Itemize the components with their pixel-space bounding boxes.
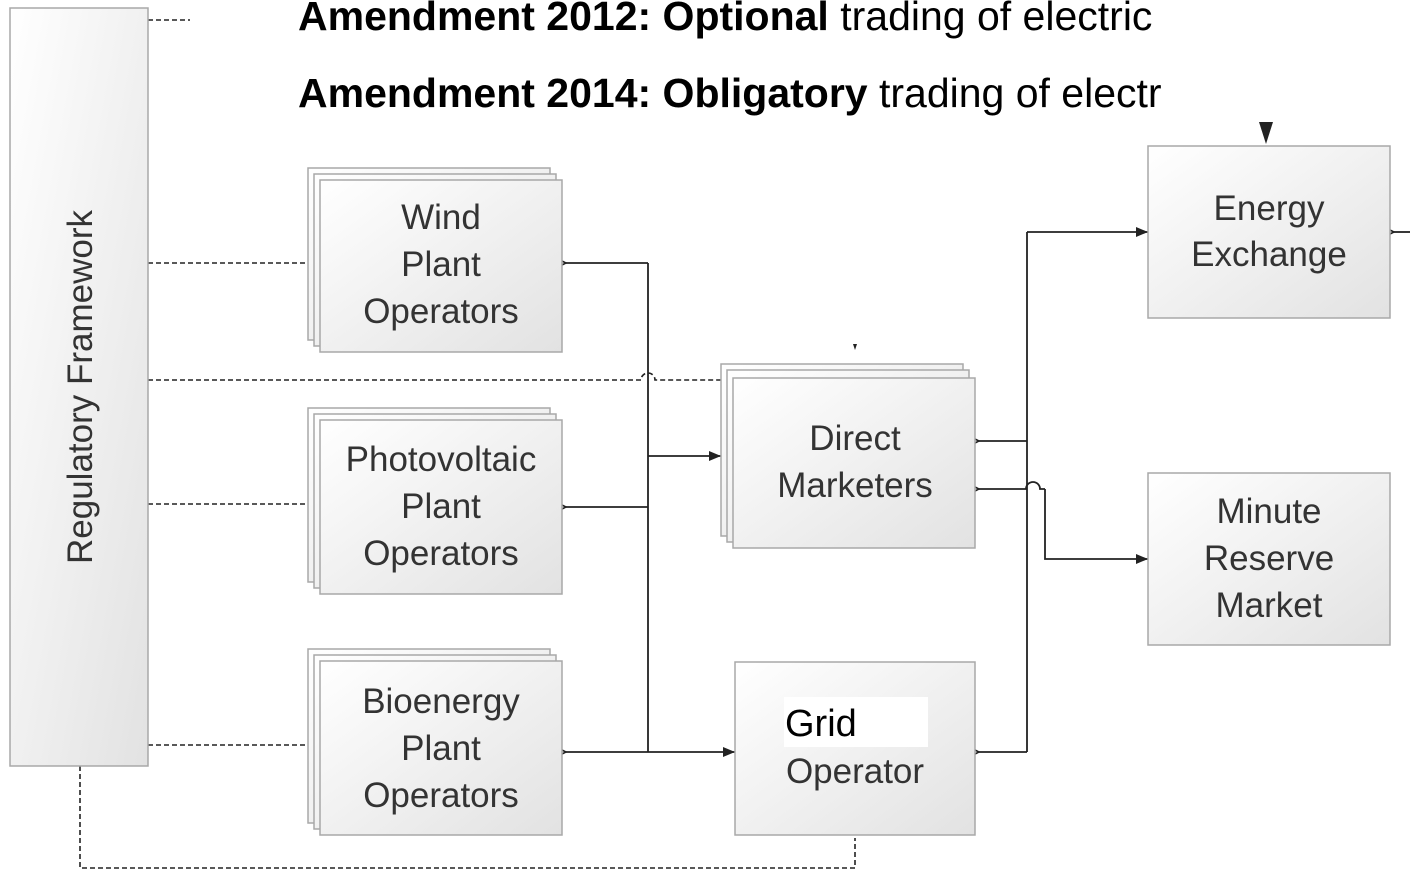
- node-label: Energy: [1214, 189, 1325, 228]
- bio-node: Bioenergy Plant Operators: [307, 648, 563, 836]
- node-label: Minute: [1216, 492, 1321, 531]
- node-label: Wind: [401, 198, 481, 237]
- node-label: Plant: [401, 729, 481, 768]
- annotation-bold: Amendment 2014: Obligatory: [298, 70, 868, 116]
- annotation-text: trading of electr: [868, 70, 1162, 116]
- node-label: Plant: [401, 245, 481, 284]
- minute-reserve-node: Minute Reserve Market: [1147, 472, 1391, 646]
- node-label: Plant: [401, 487, 481, 526]
- regulatory-framework-box: [9, 7, 149, 767]
- pv-node: Photovoltaic Plant Operators: [307, 407, 563, 595]
- annotation: Amendment 2014: Obligatory trading of el…: [298, 70, 1162, 116]
- node-label: Operators: [363, 776, 519, 815]
- grid-operator-node: Grid Operator: [734, 661, 976, 836]
- annotation-bold: Amendment 2012: Optional: [298, 0, 829, 39]
- node-label: Marketers: [777, 466, 933, 505]
- energy-exchange-node: Energy Exchange: [1147, 145, 1391, 319]
- node-label: Direct: [809, 419, 901, 458]
- node-label: Exchange: [1191, 235, 1347, 274]
- node-label: Operators: [363, 292, 519, 331]
- node-label: Operator: [786, 752, 924, 791]
- direct-marketers-node: Direct Marketers: [720, 363, 976, 549]
- node-label: Reserve: [1204, 539, 1334, 578]
- regulatory-links: [79, 19, 856, 869]
- wind-node: Wind Plant Operators: [307, 167, 563, 353]
- node-label: Bioenergy: [362, 682, 520, 721]
- connections: [566, 122, 1410, 752]
- node-label: Operators: [363, 534, 519, 573]
- regulatory-framework-label: Regulatory Framework: [61, 210, 100, 564]
- node-label: Photovoltaic: [346, 440, 537, 479]
- annotation: Amendment 2012: Optional trading of elec…: [298, 0, 1152, 39]
- annotation-text: trading of electric: [829, 0, 1153, 39]
- node-label: Market: [1216, 586, 1323, 625]
- node-label: Grid: [785, 703, 857, 745]
